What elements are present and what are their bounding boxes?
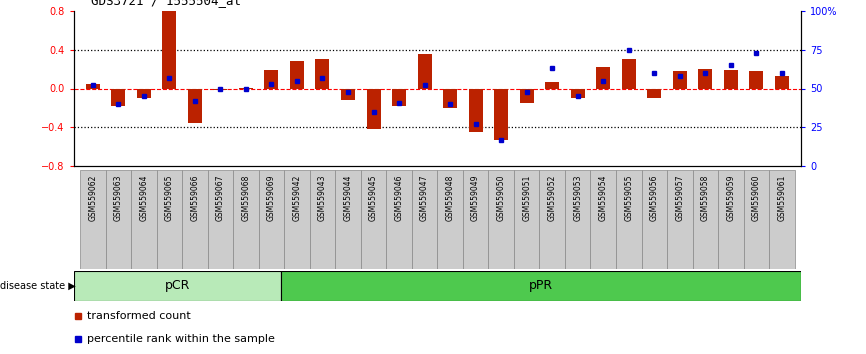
Bar [591, 170, 616, 269]
Text: GSM559062: GSM559062 [88, 175, 97, 221]
Text: GSM559065: GSM559065 [165, 175, 174, 221]
Bar [137, 88, 151, 98]
Bar [310, 170, 335, 269]
Text: GSM559058: GSM559058 [701, 175, 710, 221]
Text: GSM559067: GSM559067 [216, 175, 225, 221]
Bar [469, 88, 482, 132]
Text: GSM559051: GSM559051 [522, 175, 531, 221]
Bar [386, 170, 412, 269]
Bar [749, 71, 764, 88]
Bar [698, 69, 713, 88]
Bar [366, 88, 380, 130]
Bar [775, 76, 789, 88]
Text: GDS3721 / 1555504_at: GDS3721 / 1555504_at [91, 0, 241, 7]
Text: GSM559063: GSM559063 [113, 175, 123, 221]
Bar [596, 67, 611, 88]
Text: GSM559046: GSM559046 [395, 175, 404, 221]
Bar [647, 88, 662, 98]
Text: GSM559044: GSM559044 [344, 175, 352, 221]
Bar [290, 61, 304, 88]
Text: GSM559059: GSM559059 [727, 175, 735, 221]
Bar [571, 88, 585, 98]
Text: GSM559054: GSM559054 [598, 175, 608, 221]
Bar [488, 170, 514, 269]
Text: GSM559066: GSM559066 [191, 175, 199, 221]
Text: GSM559043: GSM559043 [318, 175, 327, 221]
Text: GSM559069: GSM559069 [267, 175, 276, 221]
Bar [335, 170, 361, 269]
Text: GSM559057: GSM559057 [675, 175, 684, 221]
Bar [264, 70, 279, 88]
Text: pPR: pPR [529, 279, 553, 292]
Bar [412, 170, 437, 269]
Bar [259, 170, 284, 269]
Bar [514, 170, 540, 269]
Bar [80, 170, 106, 269]
Text: GSM559056: GSM559056 [650, 175, 659, 221]
Bar [520, 88, 533, 103]
Text: percentile rank within the sample: percentile rank within the sample [87, 334, 275, 344]
Bar [157, 170, 182, 269]
Bar [131, 170, 157, 269]
Bar [540, 170, 565, 269]
Bar [315, 59, 329, 88]
Bar [281, 271, 801, 301]
Bar [233, 170, 259, 269]
Bar [417, 55, 431, 88]
Text: GSM559045: GSM559045 [369, 175, 378, 221]
Bar [208, 170, 233, 269]
Text: GSM559049: GSM559049 [471, 175, 480, 221]
Text: GSM559068: GSM559068 [242, 175, 250, 221]
Text: GSM559050: GSM559050 [496, 175, 506, 221]
Bar [341, 88, 355, 100]
Bar [106, 170, 131, 269]
Text: transformed count: transformed count [87, 311, 191, 321]
Bar [162, 11, 177, 88]
Bar [494, 88, 508, 140]
Text: GSM559064: GSM559064 [139, 175, 148, 221]
Bar [392, 88, 406, 106]
Bar [667, 170, 693, 269]
Bar [213, 88, 228, 91]
Bar [622, 59, 636, 88]
Bar [182, 170, 208, 269]
Text: GSM559055: GSM559055 [624, 175, 633, 221]
Bar [546, 82, 559, 88]
Bar [769, 170, 795, 269]
Text: GSM559052: GSM559052 [547, 175, 557, 221]
Text: GSM559060: GSM559060 [752, 175, 761, 221]
Bar [673, 71, 687, 88]
Bar [111, 88, 126, 106]
Text: GSM559053: GSM559053 [573, 175, 582, 221]
Text: GSM559042: GSM559042 [293, 175, 301, 221]
Bar [718, 170, 744, 269]
Bar [744, 170, 769, 269]
Bar [86, 84, 100, 88]
Text: disease state ▶: disease state ▶ [0, 281, 75, 291]
Text: GSM559047: GSM559047 [420, 175, 429, 221]
Bar [284, 170, 310, 269]
Bar [239, 87, 253, 88]
Text: pCR: pCR [165, 279, 191, 292]
Bar [462, 170, 488, 269]
Bar [565, 170, 591, 269]
Bar [616, 170, 642, 269]
Bar [693, 170, 718, 269]
Bar [188, 88, 202, 122]
Bar [361, 170, 386, 269]
Bar [642, 170, 667, 269]
Bar [437, 170, 462, 269]
Text: GSM559048: GSM559048 [446, 175, 455, 221]
Bar [74, 271, 281, 301]
Text: GSM559061: GSM559061 [778, 175, 786, 221]
Bar [724, 70, 738, 88]
Bar [443, 88, 457, 108]
